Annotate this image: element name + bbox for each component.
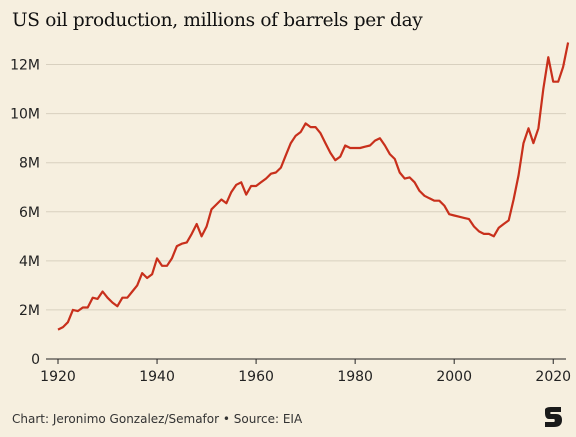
chart-credit: Chart: Jeronimo Gonzalez/Semafor • Sourc… [12, 412, 303, 426]
oil-production-line [57, 42, 570, 331]
y-tick-label: 4M [19, 254, 40, 270]
y-tick-label: 10M [10, 107, 40, 123]
x-tick-label: 2020 [535, 369, 571, 385]
gridlines [46, 64, 566, 311]
y-tick-label: 8M [19, 156, 40, 172]
x-axis-ticks: 1920 1940 1960 1980 2000 2020 [40, 359, 571, 385]
y-tick-label: 0 [31, 352, 40, 368]
y-tick-label: 6M [19, 205, 40, 221]
x-tick-label: 2000 [436, 369, 472, 385]
chart-title: US oil production, millions of barrels p… [12, 10, 423, 31]
x-tick-label: 1960 [238, 369, 274, 385]
x-tick-label: 1920 [40, 369, 76, 385]
y-tick-label: 2M [19, 303, 40, 319]
y-axis-ticks: 0 2M 4M 6M 8M 10M 12M [10, 58, 40, 368]
x-tick-label: 1940 [139, 369, 175, 385]
y-tick-label: 12M [10, 58, 40, 74]
semafor-logo-icon [545, 407, 562, 427]
x-tick-label: 1980 [337, 369, 373, 385]
